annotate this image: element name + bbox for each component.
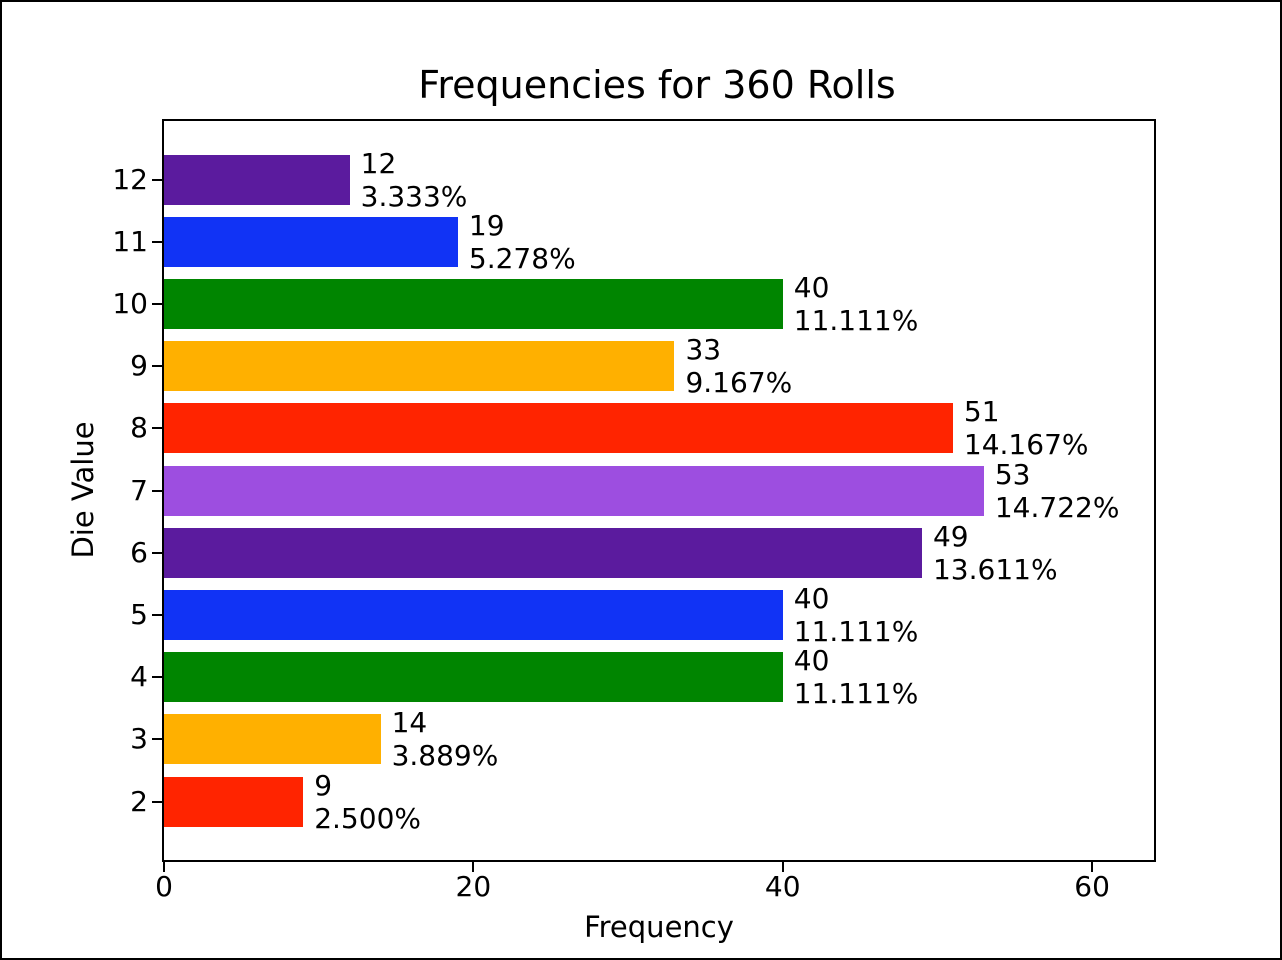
- x-tick: [163, 862, 165, 872]
- chart-title: Frequencies for 360 Rolls: [418, 63, 896, 107]
- plot-area: 9 2.500% 14 3.889% 40 11.111% 40 11.111% 49 …: [164, 121, 1154, 860]
- bar-die-3: [164, 714, 381, 765]
- y-tick-label: 6: [130, 535, 148, 569]
- bar-die-10: [164, 278, 783, 329]
- y-tick: [152, 676, 164, 679]
- bar-die-9: [164, 341, 675, 392]
- x-tick-label: 60: [1074, 870, 1110, 903]
- y-tick-label: 7: [130, 473, 148, 507]
- y-tick-label: 2: [130, 784, 148, 818]
- bar-value-label-die-5: 40 11.111%: [793, 581, 919, 648]
- bar-value-label-die-11: 19 5.278%: [468, 208, 576, 275]
- bar-die-5: [164, 589, 783, 640]
- y-tick: [152, 489, 164, 492]
- bar-die-2: [164, 776, 304, 827]
- bar-value-label-die-6: 49 13.611%: [932, 519, 1058, 586]
- bar-value-label-die-10: 40 11.111%: [793, 270, 919, 337]
- bar-die-11: [164, 216, 458, 267]
- y-tick-label: 8: [130, 411, 148, 445]
- bar-die-7: [164, 465, 984, 516]
- bar-die-12: [164, 154, 350, 205]
- y-tick: [152, 302, 164, 305]
- bar-value-label-die-12: 12 3.333%: [360, 146, 468, 213]
- bar-value-label-die-4: 40 11.111%: [793, 644, 919, 711]
- bar-die-6: [164, 527, 922, 578]
- bar-value-label-die-9: 33 9.167%: [685, 333, 793, 400]
- bar-die-4: [164, 652, 783, 703]
- x-tick: [472, 862, 475, 872]
- y-tick-label: 3: [130, 722, 148, 756]
- y-tick: [152, 240, 164, 243]
- x-tick: [1091, 862, 1094, 872]
- bar-die-8: [164, 403, 953, 454]
- x-tick-label: 0: [155, 870, 173, 903]
- bar-value-label-die-7: 53 14.722%: [994, 457, 1120, 524]
- x-axis-label: Frequency: [584, 910, 734, 944]
- bar-value-label-die-2: 9 2.500%: [314, 768, 421, 835]
- x-tick-label: 40: [764, 870, 801, 903]
- y-tick: [152, 551, 164, 554]
- y-tick-label: 10: [112, 286, 148, 320]
- x-tick-label: 20: [455, 870, 492, 903]
- y-tick-label: 9: [130, 349, 148, 383]
- y-tick: [152, 800, 164, 803]
- y-tick-label: 5: [130, 597, 148, 631]
- y-tick: [152, 427, 164, 430]
- x-tick: [781, 862, 784, 872]
- y-tick: [152, 613, 164, 616]
- y-tick: [152, 738, 164, 741]
- y-tick-label: 11: [112, 224, 148, 258]
- bar-value-label-die-8: 51 14.167%: [963, 395, 1089, 462]
- y-tick-label: 12: [112, 162, 148, 196]
- y-tick-label: 4: [130, 660, 148, 694]
- y-tick: [152, 365, 164, 368]
- bar-value-label-die-3: 14 3.889%: [391, 706, 499, 773]
- y-tick: [152, 178, 164, 181]
